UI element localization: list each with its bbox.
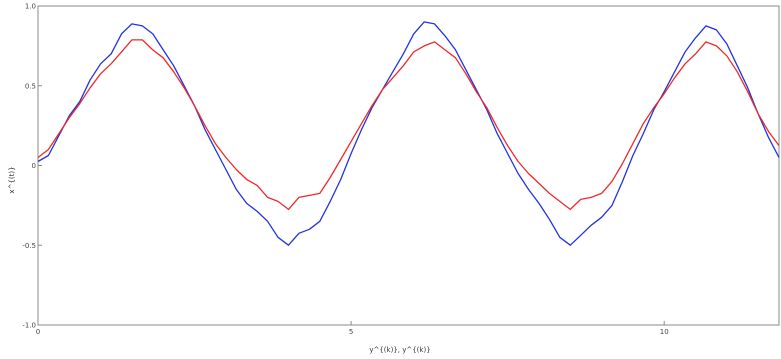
y-axis-label: x^{(t)}: [8, 166, 16, 193]
y-axis: -1.0 -0.5 0 0.5 1.0: [22, 3, 42, 330]
x-axis: 0 5 10: [36, 321, 669, 336]
series-blue-line: [37, 21, 780, 246]
series-red-line: [37, 39, 780, 211]
plot-frame: [37, 5, 780, 326]
x-tick-label: 10: [660, 328, 669, 336]
y-tick-label: 0: [32, 162, 36, 170]
y-tick-label: -0.5: [22, 242, 36, 250]
series-layer: [37, 21, 780, 246]
x-axis-label: y^{(k)}, y^{(k)}: [369, 346, 430, 354]
y-tick-label: 0.5: [25, 82, 36, 90]
x-tick-label: 0: [36, 328, 40, 336]
y-tick-label: 1.0: [25, 3, 36, 11]
x-tick-label: 5: [349, 328, 353, 336]
y-tick-label: -1.0: [22, 322, 36, 330]
